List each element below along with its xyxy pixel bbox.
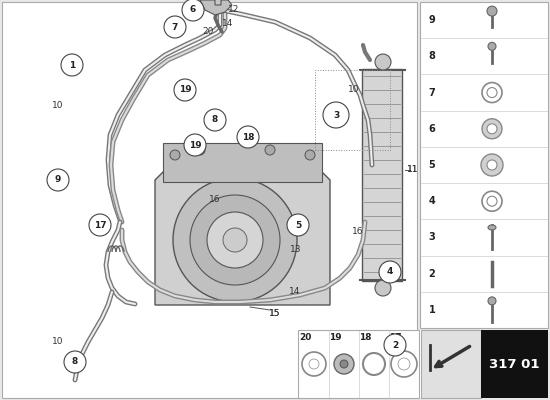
Text: 18: 18 [242, 132, 254, 142]
FancyBboxPatch shape [481, 330, 548, 398]
Text: 16: 16 [352, 228, 364, 236]
Text: 4: 4 [387, 268, 393, 276]
Text: 10: 10 [52, 338, 64, 346]
Circle shape [487, 160, 497, 170]
Circle shape [184, 134, 206, 156]
Circle shape [375, 280, 391, 296]
Circle shape [173, 178, 297, 302]
Text: 8: 8 [212, 116, 218, 124]
Circle shape [384, 334, 406, 356]
Circle shape [174, 79, 196, 101]
FancyBboxPatch shape [298, 330, 419, 398]
Text: 19: 19 [329, 334, 342, 342]
Polygon shape [155, 160, 330, 305]
Text: 14: 14 [289, 288, 301, 296]
Circle shape [223, 228, 247, 252]
FancyBboxPatch shape [420, 2, 548, 328]
Text: 6: 6 [428, 124, 436, 134]
FancyBboxPatch shape [421, 330, 481, 398]
Text: 15: 15 [270, 308, 280, 318]
Circle shape [89, 214, 111, 236]
Circle shape [323, 102, 349, 128]
Text: 17: 17 [94, 220, 106, 230]
Text: 4: 4 [428, 196, 436, 206]
Text: 2: 2 [392, 340, 398, 350]
Text: 8: 8 [72, 358, 78, 366]
Circle shape [487, 124, 497, 134]
Circle shape [487, 6, 497, 16]
Circle shape [207, 212, 263, 268]
Text: 9: 9 [428, 15, 436, 25]
Circle shape [61, 54, 83, 76]
Text: 20: 20 [299, 334, 312, 342]
Text: 3: 3 [333, 110, 339, 120]
Text: 7: 7 [428, 88, 436, 98]
Text: 11: 11 [407, 166, 419, 174]
Bar [315, 70, 390, 150]
Text: 3: 3 [428, 232, 436, 242]
Text: 8: 8 [428, 51, 436, 61]
Circle shape [182, 0, 204, 21]
Circle shape [340, 360, 348, 368]
Text: 15: 15 [270, 308, 280, 318]
Circle shape [237, 126, 259, 148]
FancyBboxPatch shape [420, 330, 548, 398]
Text: 12: 12 [228, 6, 240, 14]
Text: 2: 2 [428, 269, 436, 279]
Circle shape [482, 119, 502, 139]
Circle shape [481, 154, 503, 176]
FancyBboxPatch shape [362, 69, 402, 281]
Circle shape [170, 150, 180, 160]
Circle shape [375, 54, 391, 70]
Circle shape [195, 145, 205, 155]
Text: 18: 18 [359, 334, 372, 342]
Text: 10: 10 [348, 86, 360, 94]
Polygon shape [212, 0, 224, 5]
Text: 16: 16 [209, 196, 221, 204]
Text: 17: 17 [389, 334, 402, 342]
Circle shape [488, 42, 496, 50]
Text: 1: 1 [69, 60, 75, 70]
Text: 11: 11 [407, 166, 419, 174]
Circle shape [204, 109, 226, 131]
Circle shape [488, 297, 496, 305]
Text: 5: 5 [428, 160, 436, 170]
Text: 7: 7 [172, 22, 178, 32]
Circle shape [287, 214, 309, 236]
Text: 5: 5 [295, 220, 301, 230]
Circle shape [190, 195, 280, 285]
Circle shape [164, 16, 186, 38]
FancyBboxPatch shape [2, 2, 417, 398]
Circle shape [334, 354, 354, 374]
Text: 6: 6 [190, 6, 196, 14]
Circle shape [265, 145, 275, 155]
Text: 20: 20 [202, 26, 214, 36]
Polygon shape [200, 0, 232, 15]
Text: 1: 1 [428, 305, 436, 315]
Text: 13: 13 [290, 246, 302, 254]
Ellipse shape [488, 225, 496, 230]
Text: 9: 9 [55, 176, 61, 184]
Circle shape [379, 261, 401, 283]
FancyBboxPatch shape [163, 143, 322, 182]
Circle shape [64, 351, 86, 373]
Text: 19: 19 [179, 86, 191, 94]
Circle shape [305, 150, 315, 160]
Circle shape [47, 169, 69, 191]
Text: 10: 10 [52, 100, 64, 110]
Text: 14: 14 [222, 18, 234, 28]
Text: 19: 19 [189, 140, 201, 150]
Text: 317 01: 317 01 [489, 358, 539, 370]
